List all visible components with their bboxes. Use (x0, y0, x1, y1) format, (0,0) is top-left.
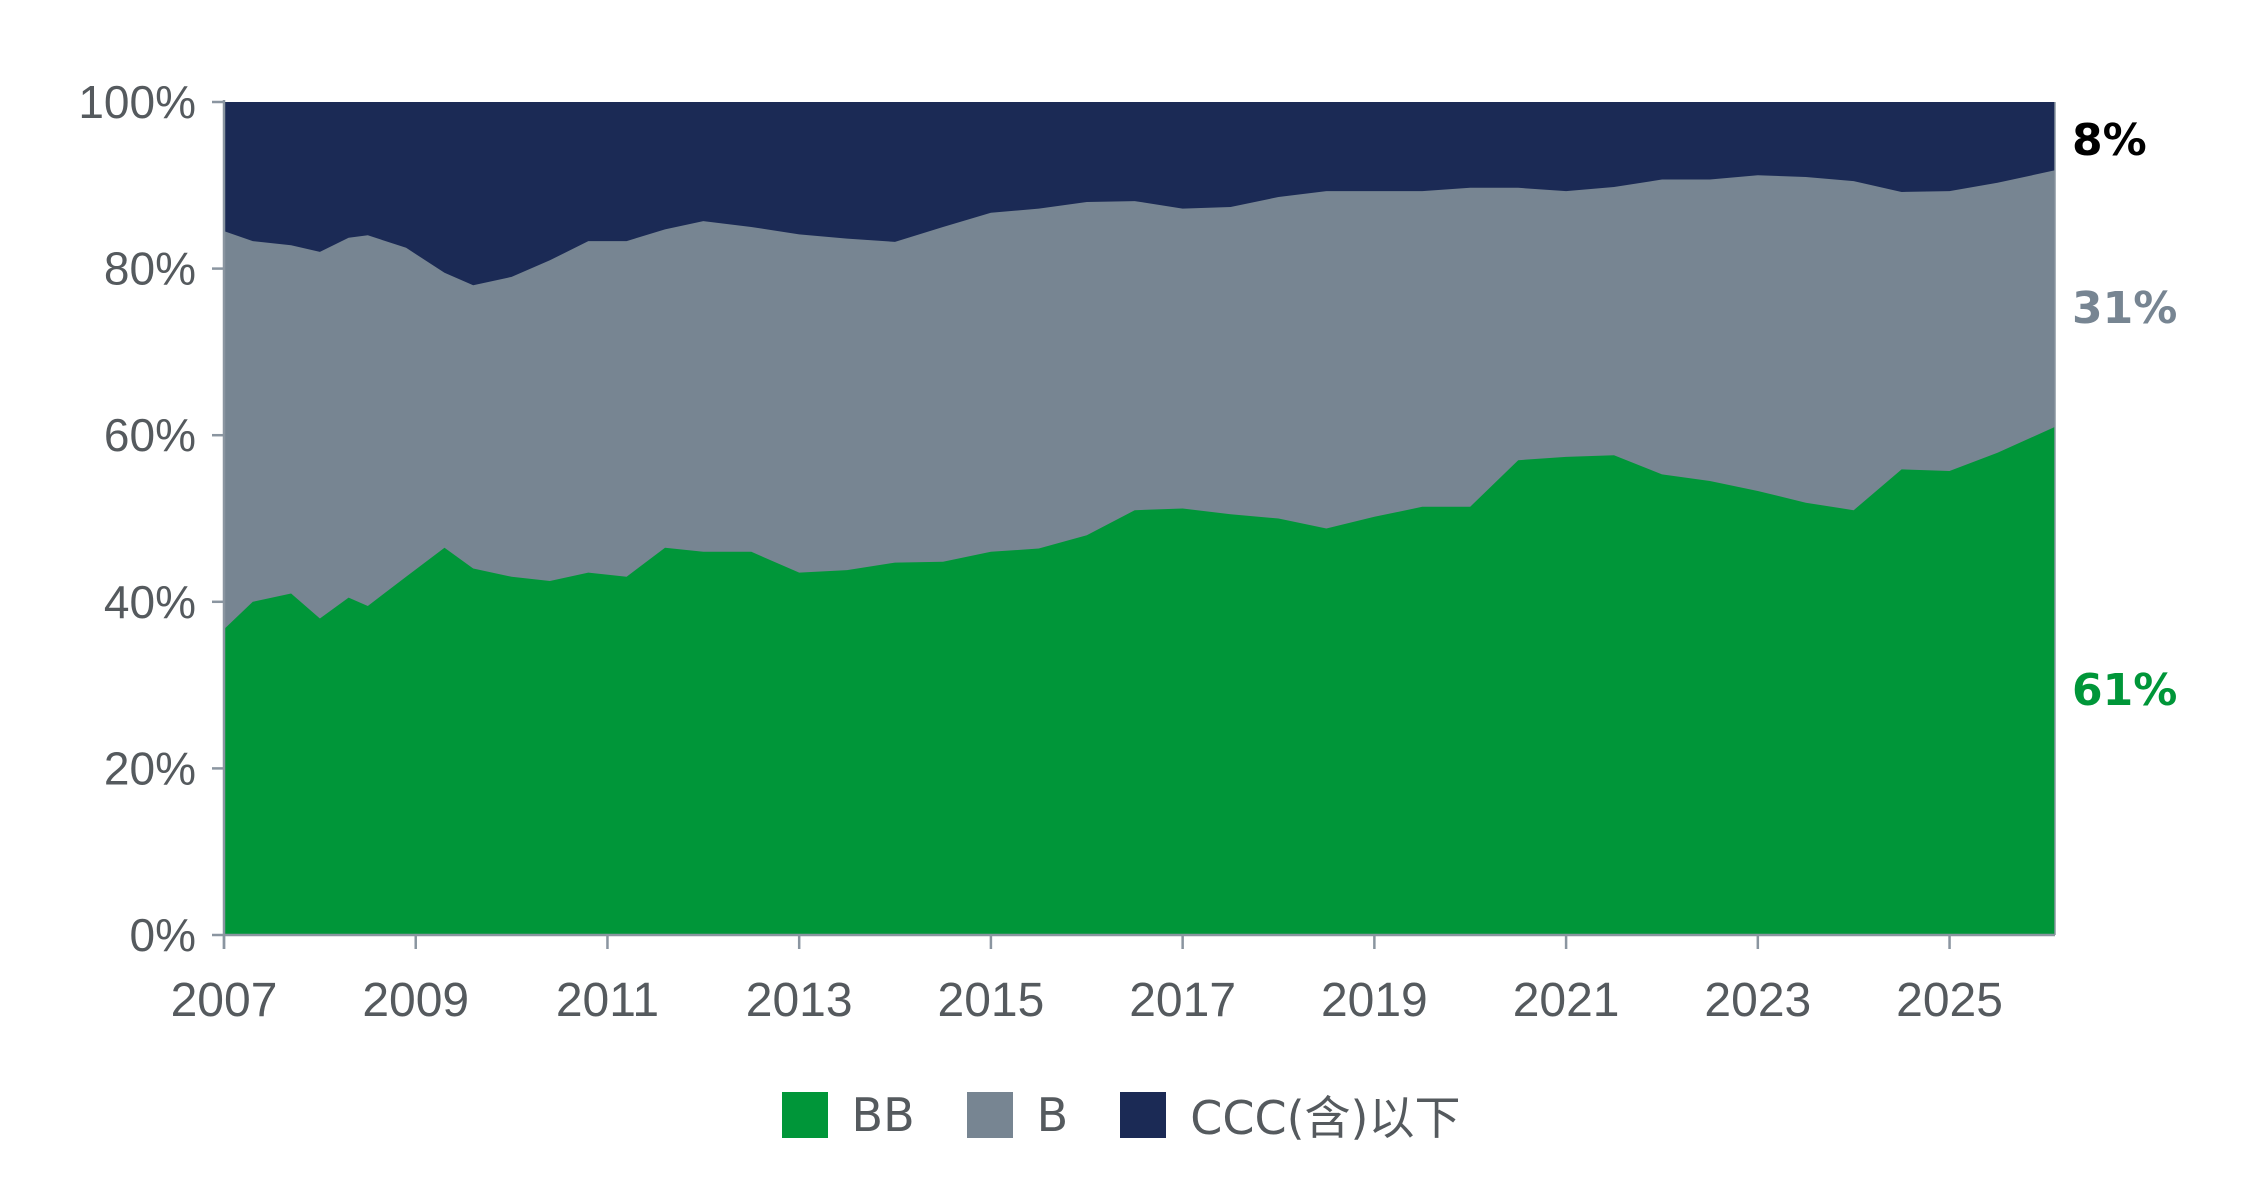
x-tick-label: 2021 (1513, 974, 1620, 1027)
legend-swatch-ccc (1120, 1092, 1167, 1138)
area-bb (224, 426, 2055, 935)
x-tick-label: 2025 (1896, 974, 2003, 1027)
y-tick-label: 40% (104, 576, 196, 628)
x-tick-label: 2011 (556, 974, 659, 1027)
legend-item-ccc: CCC(含)以下 (1120, 1082, 1460, 1148)
legend-swatch-bb (781, 1092, 828, 1138)
chart-legend: BB B CCC(含)以下 (0, 1082, 2242, 1148)
chart-areas (224, 102, 2055, 936)
legend-label-b: B (1036, 1088, 1069, 1142)
y-tick-label: 0% (130, 909, 196, 961)
x-tick-label: 2017 (1129, 974, 1236, 1027)
x-tick-label: 2015 (938, 974, 1045, 1027)
y-tick-label: 80% (104, 243, 196, 295)
x-tick-label: 2013 (746, 974, 853, 1027)
legend-item-bb: BB (781, 1088, 915, 1142)
legend-swatch-b (966, 1092, 1013, 1138)
x-tick-label: 2009 (362, 974, 469, 1027)
series-end-labels: 8% 31% 61% (2072, 115, 2177, 716)
x-tick-label: 2023 (1704, 974, 1811, 1027)
x-axis-tick-labels: 2007 2009 2011 2013 2015 2017 2019 2021 2023 2025 (171, 974, 2003, 1027)
end-label-b: 31% (2072, 283, 2177, 334)
legend-label-bb: BB (851, 1088, 915, 1142)
end-label-bb: 61% (2072, 665, 2177, 716)
y-tick-label: 100% (78, 76, 196, 128)
legend-label-ccc: CCC(含)以下 (1190, 1091, 1461, 1145)
y-tick-label: 20% (104, 742, 196, 794)
end-label-ccc: 8% (2072, 115, 2147, 166)
y-tick-label: 60% (104, 409, 196, 461)
x-tick-label: 2019 (1321, 974, 1428, 1027)
legend-item-b: B (966, 1088, 1069, 1142)
y-axis-tick-labels: 0% 20% 40% 60% 80% 100% (78, 76, 196, 961)
x-tick-label: 2007 (171, 974, 278, 1027)
chart-axes (212, 100, 2056, 949)
